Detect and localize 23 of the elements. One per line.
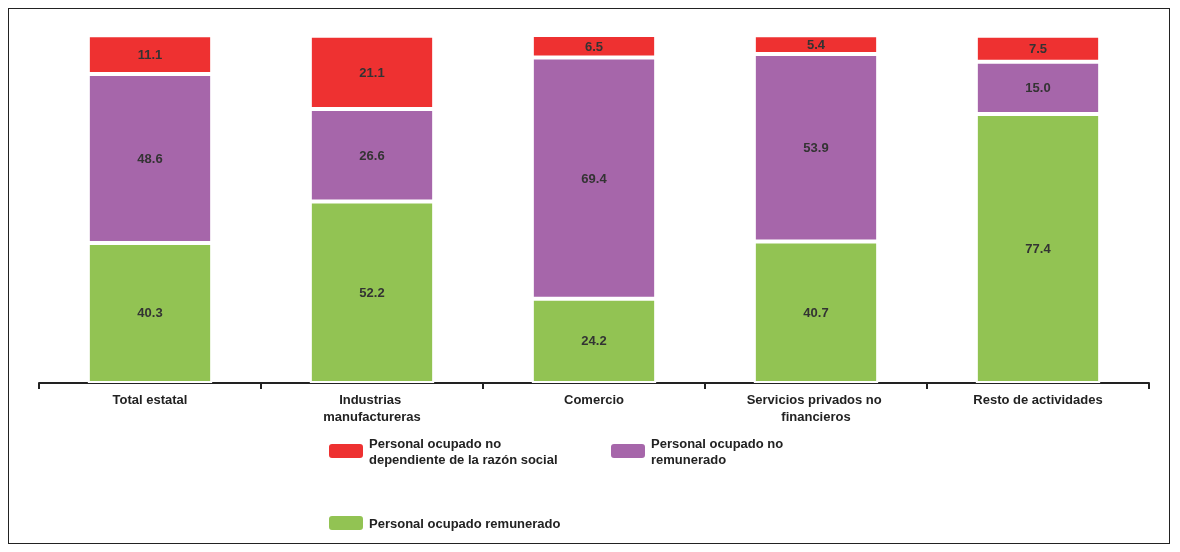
data-label: 40.7 bbox=[803, 304, 829, 320]
x-tick-label: Servicios privados no financieros bbox=[746, 392, 886, 424]
data-label: 69.4 bbox=[581, 170, 608, 186]
legend-label: Personal ocupado remunerado bbox=[369, 515, 561, 531]
data-label: 53.9 bbox=[803, 140, 829, 156]
x-tick-label: Resto de actividades bbox=[973, 392, 1103, 407]
legend-label: Personal ocupado no dependiente de la razón social bbox=[369, 435, 558, 467]
data-label: 5.4 bbox=[806, 37, 826, 53]
data-label: 24.2 bbox=[581, 333, 607, 349]
x-tick-label: Total estatal bbox=[112, 392, 188, 407]
data-label: 11.1 bbox=[137, 47, 163, 63]
data-label: 7.5 bbox=[1028, 41, 1048, 57]
x-tick-label: Comercio bbox=[564, 392, 625, 407]
data-label: 26.6 bbox=[359, 147, 385, 163]
x-tick-label: Industrias manufactureras bbox=[323, 392, 421, 424]
data-label: 40.3 bbox=[137, 305, 163, 321]
data-label: 21.1 bbox=[359, 64, 385, 80]
data-label: 6.5 bbox=[584, 38, 604, 54]
data-label: 48.6 bbox=[137, 150, 163, 166]
data-label: 52.2 bbox=[359, 284, 385, 300]
data-label: 15.0 bbox=[1025, 80, 1051, 96]
legend-label: Personal ocupado no remunerado bbox=[651, 435, 787, 467]
data-label: 77.4 bbox=[1025, 240, 1052, 256]
